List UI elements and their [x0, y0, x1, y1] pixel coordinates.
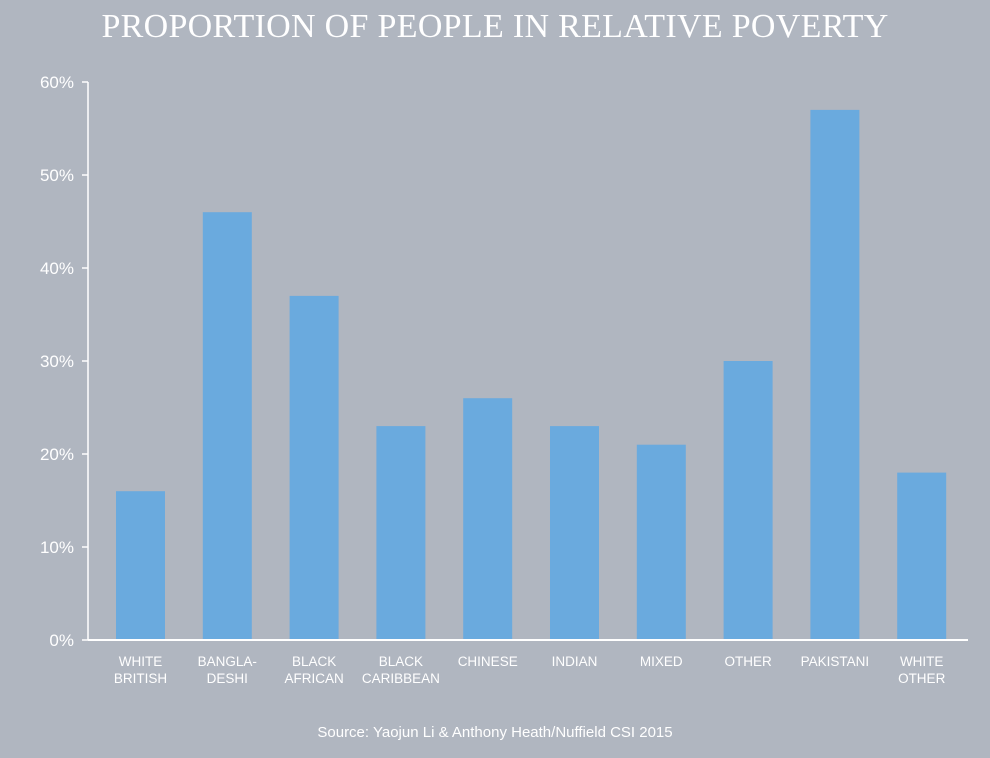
bar [116, 491, 165, 640]
y-axis: 0% 10% 20% 30% 40% 50% 60% [40, 73, 89, 650]
y-tick-label: 0% [49, 631, 74, 650]
bar [376, 426, 426, 640]
x-tick-label: BANGLA-DESHI [198, 654, 257, 686]
y-tick-label: 50% [40, 166, 74, 185]
y-tick-label: 60% [40, 73, 74, 92]
x-tick-label: PAKISTANI [801, 654, 870, 669]
y-tick-label: 10% [40, 538, 74, 557]
x-tick-label: WHITE OTHER [898, 654, 946, 686]
x-tick-label: WHITE BRITISH [114, 654, 167, 686]
x-tick-label: INDIAN [552, 654, 598, 669]
bar [550, 426, 599, 640]
y-tick-label: 30% [40, 352, 74, 371]
x-tick-label: OTHER [724, 654, 772, 669]
bar [289, 295, 339, 640]
x-tick-label: BLACK CARIBBEAN [362, 654, 440, 686]
bar [202, 212, 252, 640]
source-note: Source: Yaojun Li & Anthony Heath/Nuffie… [317, 724, 673, 741]
x-tick-label: CHINESE [458, 654, 518, 669]
bar [810, 109, 860, 640]
bar [636, 444, 686, 640]
bar-chart: 0% 10% 20% 30% 40% 50% 60% WHITE BRITISH BANGLA-… [40, 73, 968, 686]
x-axis-labels: WHITE BRITISH BANGLA-DESHI BLACK AFRICAN BLAC… [114, 654, 946, 686]
bars [116, 109, 947, 640]
y-tick-label: 40% [40, 259, 74, 278]
y-tick-label: 20% [40, 445, 74, 464]
chart-title: PROPORTION OF PEOPLE IN RELATIVE POVERTY [101, 8, 889, 45]
x-tick-label: BLACK AFRICAN [284, 654, 343, 686]
x-tick-label: MIXED [640, 654, 683, 669]
bar [897, 472, 947, 640]
bar [723, 361, 773, 640]
bar [463, 398, 513, 640]
